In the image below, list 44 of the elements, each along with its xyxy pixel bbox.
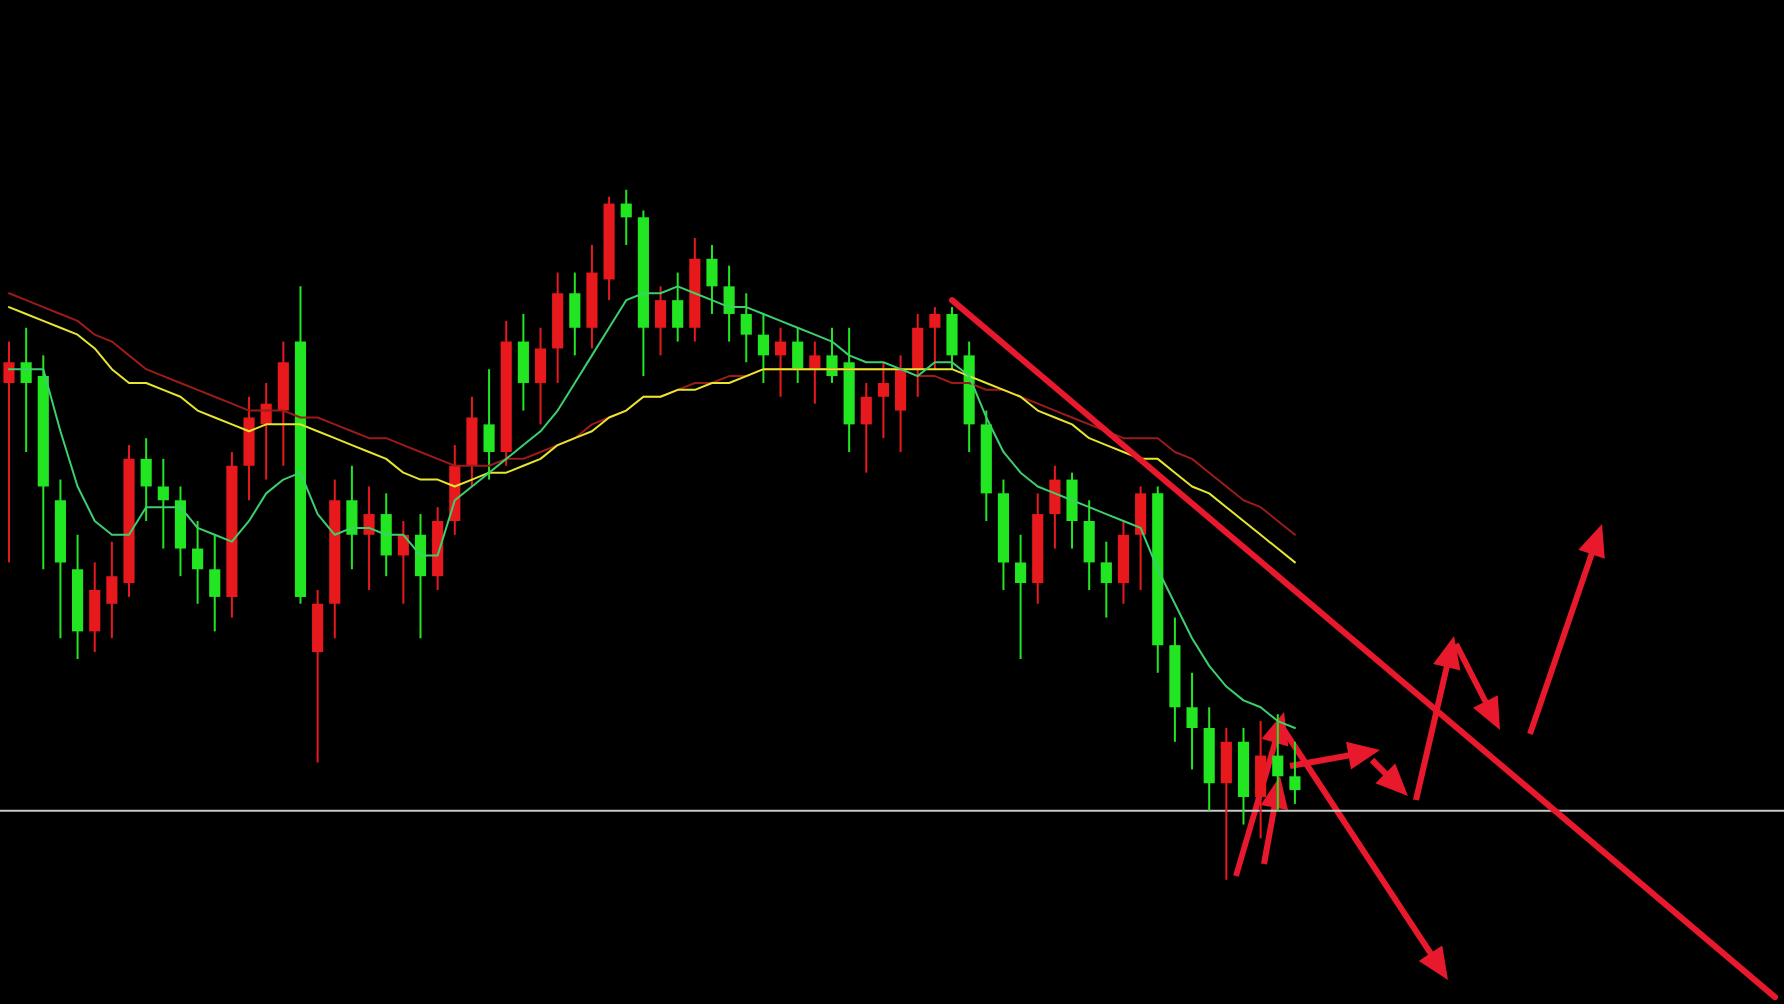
candlestick <box>809 340 821 405</box>
candlestick <box>706 243 718 315</box>
candlestick <box>106 540 118 640</box>
candlestick <box>346 464 358 571</box>
candlestick <box>569 271 581 357</box>
candlestick <box>192 519 204 605</box>
candlestick <box>1186 671 1198 771</box>
candlestick <box>620 188 632 246</box>
candlestick <box>89 561 101 654</box>
candlestick <box>1049 464 1061 550</box>
candlestick <box>209 533 221 633</box>
candlestick <box>1100 540 1112 619</box>
candlestick <box>912 312 924 398</box>
candlestick <box>740 292 752 364</box>
candlestick <box>929 306 941 371</box>
candlestick <box>895 354 907 453</box>
candlestick <box>517 312 529 412</box>
candlestick <box>654 285 667 357</box>
candlestick <box>946 306 958 371</box>
candlestick <box>672 271 684 343</box>
candlestick <box>483 368 495 481</box>
candlestick <box>20 326 32 453</box>
candlestick <box>363 485 375 591</box>
candlestick <box>1289 740 1301 805</box>
candlestick <box>723 264 735 343</box>
candlestick <box>1015 533 1027 660</box>
candlestick <box>140 437 152 522</box>
candlestick <box>826 326 838 384</box>
candlestick <box>1066 471 1078 550</box>
candlestick <box>380 492 392 578</box>
candlestick <box>792 326 804 384</box>
candlestick <box>1135 485 1147 591</box>
candlestick <box>1083 499 1095 591</box>
candlestick <box>1220 726 1232 881</box>
candlestick <box>414 513 427 640</box>
candlestick <box>860 381 872 474</box>
candlestick <box>1255 720 1267 840</box>
candlestick <box>157 457 169 550</box>
candlestick <box>774 326 787 398</box>
candlestick <box>877 361 889 440</box>
candlestick <box>534 326 547 426</box>
candlestick <box>3 340 15 564</box>
candlestick <box>757 312 769 384</box>
candlestick <box>1272 713 1284 812</box>
